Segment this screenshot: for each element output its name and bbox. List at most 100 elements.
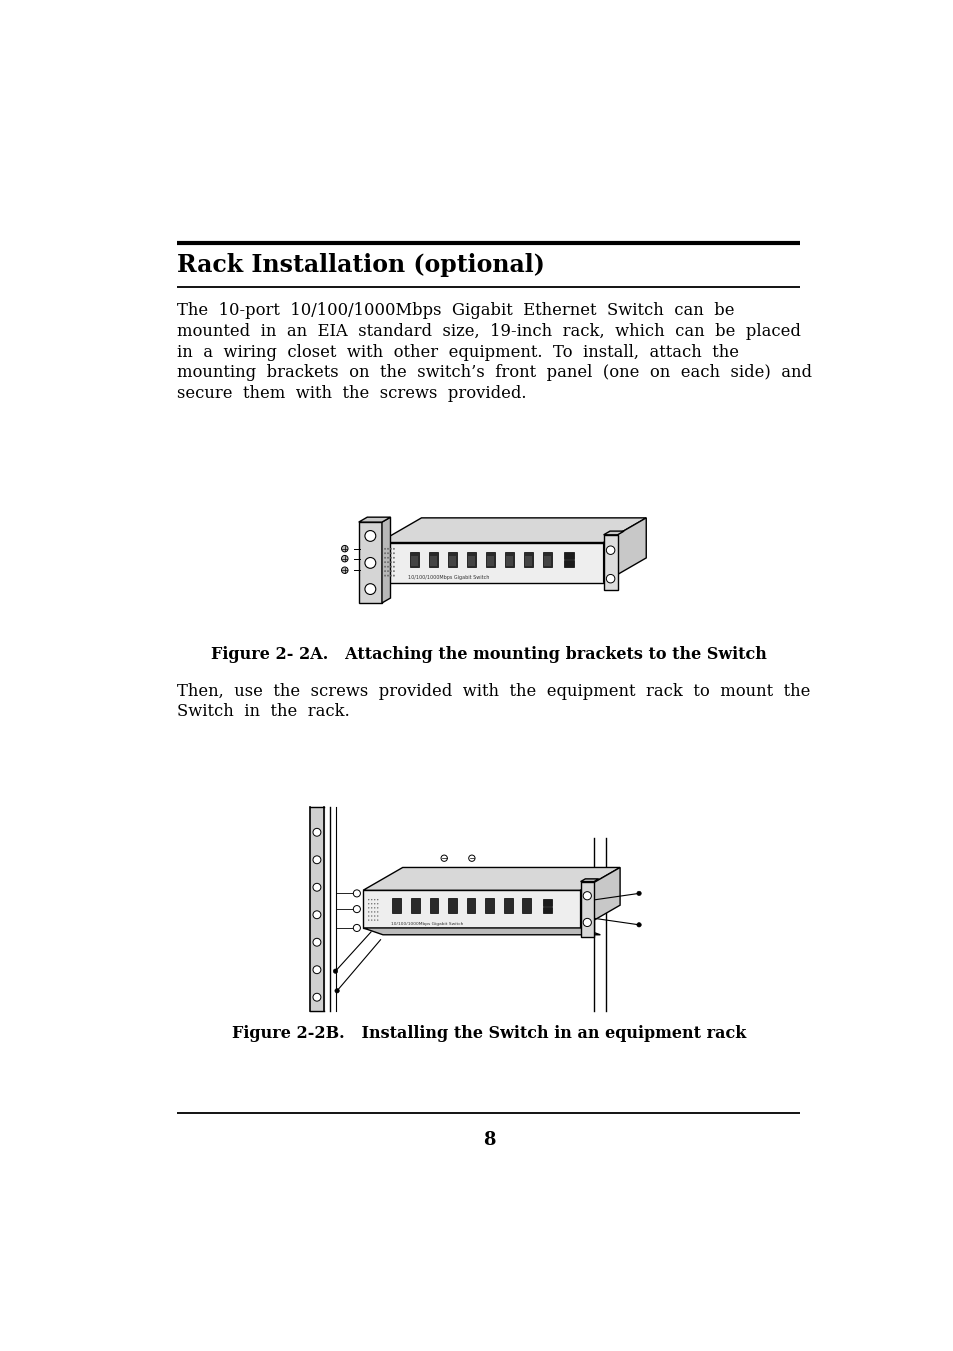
Circle shape: [387, 566, 389, 567]
Bar: [448, 557, 456, 566]
Bar: [485, 551, 495, 567]
Circle shape: [606, 574, 615, 582]
Circle shape: [353, 890, 360, 897]
Polygon shape: [381, 517, 390, 603]
Circle shape: [387, 553, 389, 554]
Bar: [466, 551, 476, 567]
Circle shape: [374, 907, 375, 908]
Circle shape: [390, 562, 392, 563]
Circle shape: [313, 966, 320, 974]
Text: 10/100/1000Mbps Gigabit Switch: 10/100/1000Mbps Gigabit Switch: [408, 574, 489, 580]
Circle shape: [387, 574, 389, 577]
Text: The  10-port  10/100/1000Mbps  Gigabit  Ethernet  Switch  can  be: The 10-port 10/100/1000Mbps Gigabit Ethe…: [177, 303, 734, 319]
Circle shape: [341, 555, 348, 562]
Polygon shape: [603, 517, 645, 582]
Bar: [467, 557, 475, 566]
Bar: [486, 557, 494, 566]
Circle shape: [637, 923, 640, 927]
Polygon shape: [580, 882, 594, 936]
Circle shape: [374, 902, 375, 904]
Circle shape: [371, 902, 372, 904]
Circle shape: [368, 920, 369, 921]
Circle shape: [376, 898, 378, 900]
Circle shape: [368, 907, 369, 908]
Circle shape: [390, 553, 392, 554]
Bar: [429, 557, 436, 566]
Bar: [563, 553, 574, 559]
Bar: [466, 898, 475, 913]
Circle shape: [365, 558, 375, 569]
Circle shape: [313, 828, 320, 836]
Text: Then,  use  the  screws  provided  with  the  equipment  rack  to  mount  the: Then, use the screws provided with the e…: [177, 682, 810, 700]
Text: 8: 8: [482, 1131, 495, 1148]
Bar: [505, 557, 513, 566]
Text: 10/100/1000Mbps Gigabit Switch: 10/100/1000Mbps Gigabit Switch: [391, 921, 463, 925]
Bar: [410, 551, 418, 567]
Text: mounted  in  an  EIA  standard  size,  19-inch  rack,  which  can  be  placed: mounted in an EIA standard size, 19-inch…: [177, 323, 801, 340]
Circle shape: [376, 911, 378, 913]
Circle shape: [376, 907, 378, 908]
Circle shape: [371, 915, 372, 917]
Circle shape: [313, 884, 320, 892]
Polygon shape: [603, 535, 617, 590]
Circle shape: [374, 911, 375, 913]
Text: secure  them  with  the  screws  provided.: secure them with the screws provided.: [177, 385, 526, 401]
Circle shape: [384, 570, 385, 571]
Polygon shape: [378, 517, 645, 543]
Circle shape: [374, 920, 375, 921]
Bar: [542, 898, 552, 905]
Bar: [563, 561, 574, 567]
Bar: [411, 898, 419, 913]
Circle shape: [333, 969, 337, 973]
Polygon shape: [363, 890, 580, 928]
Circle shape: [384, 549, 385, 550]
Bar: [485, 898, 494, 913]
Polygon shape: [603, 531, 623, 535]
Bar: [448, 898, 456, 913]
Circle shape: [390, 557, 392, 558]
Circle shape: [371, 907, 372, 908]
Circle shape: [376, 902, 378, 904]
Polygon shape: [358, 517, 390, 521]
Circle shape: [390, 574, 392, 577]
Circle shape: [390, 570, 392, 571]
Circle shape: [384, 562, 385, 563]
Circle shape: [371, 911, 372, 913]
Circle shape: [384, 553, 385, 554]
Circle shape: [384, 557, 385, 558]
Text: in  a  wiring  closet  with  other  equipment.  To  install,  attach  the: in a wiring closet with other equipment.…: [177, 343, 739, 361]
Text: Switch  in  the  rack.: Switch in the rack.: [177, 704, 350, 720]
Circle shape: [384, 566, 385, 567]
Polygon shape: [358, 521, 381, 603]
Circle shape: [393, 557, 395, 558]
Circle shape: [374, 915, 375, 917]
Circle shape: [393, 553, 395, 554]
Circle shape: [376, 915, 378, 917]
Bar: [543, 557, 550, 566]
Circle shape: [387, 557, 389, 558]
Circle shape: [390, 566, 392, 567]
Bar: [522, 898, 531, 913]
Circle shape: [368, 898, 369, 900]
Circle shape: [387, 570, 389, 571]
Bar: [429, 898, 437, 913]
Circle shape: [313, 911, 320, 919]
Circle shape: [582, 919, 591, 927]
Circle shape: [606, 546, 615, 554]
Circle shape: [368, 915, 369, 917]
Circle shape: [335, 989, 339, 993]
Text: Figure 2-2B.   Installing the Switch in an equipment rack: Figure 2-2B. Installing the Switch in an…: [232, 1024, 745, 1042]
Circle shape: [637, 892, 640, 896]
Circle shape: [387, 562, 389, 563]
Bar: [447, 551, 456, 567]
Circle shape: [371, 920, 372, 921]
Polygon shape: [363, 928, 599, 935]
Polygon shape: [580, 867, 619, 928]
Circle shape: [393, 574, 395, 577]
Circle shape: [582, 892, 591, 900]
Circle shape: [371, 898, 372, 900]
Bar: [410, 557, 417, 566]
Circle shape: [368, 911, 369, 913]
Circle shape: [353, 905, 360, 913]
Polygon shape: [363, 867, 619, 890]
